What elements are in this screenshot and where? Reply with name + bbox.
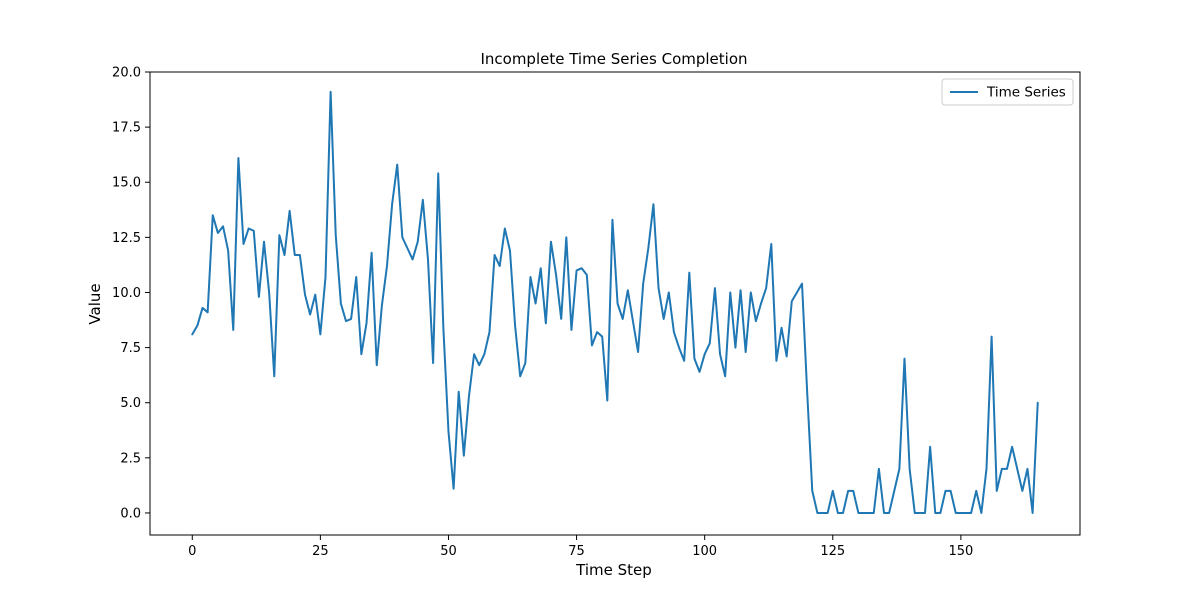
x-axis-label: Time Step: [575, 561, 652, 579]
y-axis-label: Value: [86, 283, 104, 324]
x-tick-label: 25: [312, 544, 329, 559]
x-axis: 0 25 50 75 100 125 150: [188, 535, 973, 559]
y-tick-label: 7.5: [120, 341, 141, 356]
x-tick-label: 100: [692, 544, 717, 559]
y-tick-label: 10.0: [112, 286, 141, 301]
series-line-0: [191, 90, 1039, 514]
y-tick-label: 2.5: [120, 451, 141, 466]
plot-area: [149, 71, 1081, 536]
y-axis: 0.0 2.5 5.0 7.5 10.0 12.5 15.0 17.5 20.0: [112, 66, 150, 521]
chart-title: Incomplete Time Series Completion: [480, 50, 747, 68]
y-tick-label: 12.5: [112, 231, 141, 246]
y-tick-label: 15.0: [112, 176, 141, 191]
x-tick-label: 125: [820, 544, 845, 559]
legend: Time Series: [941, 78, 1074, 106]
x-tick-label: 75: [568, 544, 585, 559]
y-tick-label: 20.0: [112, 66, 141, 81]
y-tick-label: 17.5: [112, 121, 141, 136]
series-layer: [191, 90, 1039, 514]
plot-frame: [149, 71, 1081, 536]
x-tick-label: 50: [440, 544, 457, 559]
legend-entry-label: Time Series: [986, 85, 1066, 101]
y-tick-label: 0.0: [120, 506, 141, 521]
legend-box: [941, 78, 1074, 106]
x-tick-label: 150: [948, 544, 973, 559]
y-tick-label: 5.0: [120, 396, 141, 411]
x-tick-label: 0: [188, 544, 196, 559]
